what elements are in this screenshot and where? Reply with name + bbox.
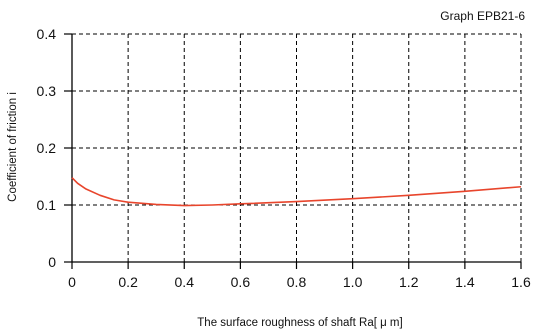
x-tick-label: 1.0 xyxy=(343,274,363,290)
x-axis-title: The surface roughness of shaft Ra[ μ m] xyxy=(197,317,402,329)
y-tick-label: 0.2 xyxy=(37,140,57,156)
chart-title: Graph EPB21-6 xyxy=(440,9,525,23)
y-tick-label: 0.1 xyxy=(37,197,57,213)
tick-labels: 0 0.1 0.2 0.3 0.4 0 0.2 0.4 0.6 0.8 1.0 1.2 1.4 1.6 xyxy=(37,26,531,290)
x-tick-label: 0 xyxy=(68,274,76,290)
grid xyxy=(72,33,522,262)
x-tick-label: 1.6 xyxy=(511,274,531,290)
x-tick-label: 0.4 xyxy=(175,274,195,290)
axes xyxy=(64,33,522,269)
friction-curve xyxy=(71,177,522,207)
x-tick-label: 0.2 xyxy=(118,274,138,290)
y-tick-label: 0.3 xyxy=(37,83,57,99)
x-tick-label: 0.6 xyxy=(231,274,251,290)
series-lines xyxy=(71,177,522,207)
y-tick-label: 0 xyxy=(48,254,56,270)
x-tick-label: 1.2 xyxy=(399,274,419,290)
y-tick-label: 0.4 xyxy=(37,26,57,42)
x-tick-label: 1.4 xyxy=(455,274,475,290)
y-axis-title: Coefficient of friction i xyxy=(7,92,19,202)
x-tick-label: 0.8 xyxy=(287,274,307,290)
